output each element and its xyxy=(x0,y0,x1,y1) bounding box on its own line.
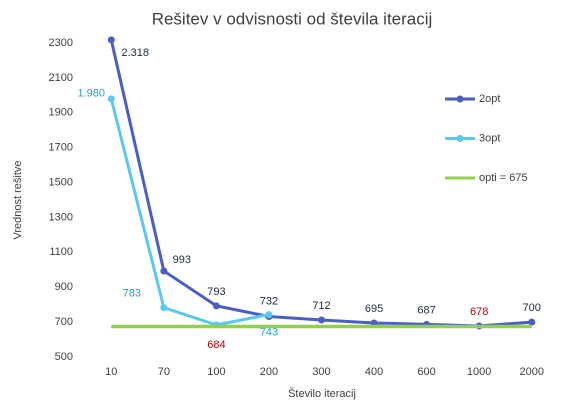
data-label: 678 xyxy=(470,306,488,318)
data-label: 2.318 xyxy=(122,47,150,59)
point xyxy=(160,304,168,312)
data-label: 684 xyxy=(207,339,225,351)
x-tick-label: 100 xyxy=(207,366,225,378)
x-tick-label: 400 xyxy=(365,366,383,378)
y-tick-label: 900 xyxy=(55,281,73,293)
data-label: 732 xyxy=(260,295,278,307)
x-tick-label: 200 xyxy=(260,366,278,378)
point xyxy=(107,95,115,103)
y-tick-label: 500 xyxy=(55,351,73,363)
y-tick-label: 1700 xyxy=(49,142,73,154)
y-tick-label: 1100 xyxy=(49,246,73,258)
point xyxy=(528,318,536,326)
y-tick-label: 700 xyxy=(55,316,73,328)
series-line xyxy=(109,39,532,328)
x-tick-label: 600 xyxy=(417,366,435,378)
y-tick-label: 2100 xyxy=(49,72,73,84)
legend-marker xyxy=(456,135,464,142)
data-label: 712 xyxy=(312,300,330,312)
series-line xyxy=(109,98,270,327)
y-tick-label: 1300 xyxy=(49,211,73,223)
point xyxy=(265,311,273,319)
x-tick-label: 10 xyxy=(105,366,117,378)
data-label: 1.980 xyxy=(78,88,106,100)
y-tick-label: 1500 xyxy=(49,176,73,188)
y-tick-label: 2300 xyxy=(49,37,73,49)
data-label: 993 xyxy=(173,254,191,266)
point xyxy=(212,302,220,310)
legend-label: 2opt xyxy=(479,93,500,105)
x-tick-label: 300 xyxy=(312,366,330,378)
data-label: 687 xyxy=(417,304,435,316)
y-tick-label: 1900 xyxy=(49,107,73,119)
y-axis-title: Vrednost rešitve xyxy=(12,160,24,239)
x-tick-label: 70 xyxy=(158,366,170,378)
legend-marker xyxy=(456,95,464,103)
data-label: 700 xyxy=(523,302,541,314)
chart-title: Rešitev v odvisnosti od števila iteracij xyxy=(152,9,433,28)
x-axis-title: Število iteracij xyxy=(288,387,356,400)
data-label: 743 xyxy=(260,327,278,339)
x-tick-label: 2000 xyxy=(519,366,543,378)
point xyxy=(160,267,168,275)
legend-label: 3opt xyxy=(479,132,500,144)
point xyxy=(107,36,115,44)
legend-label: opti = 675 xyxy=(479,172,528,184)
x-tick-label: 1000 xyxy=(467,366,491,378)
data-label: 793 xyxy=(207,286,225,298)
data-label: 783 xyxy=(123,288,141,300)
data-label: 695 xyxy=(365,303,383,315)
point xyxy=(318,316,325,324)
